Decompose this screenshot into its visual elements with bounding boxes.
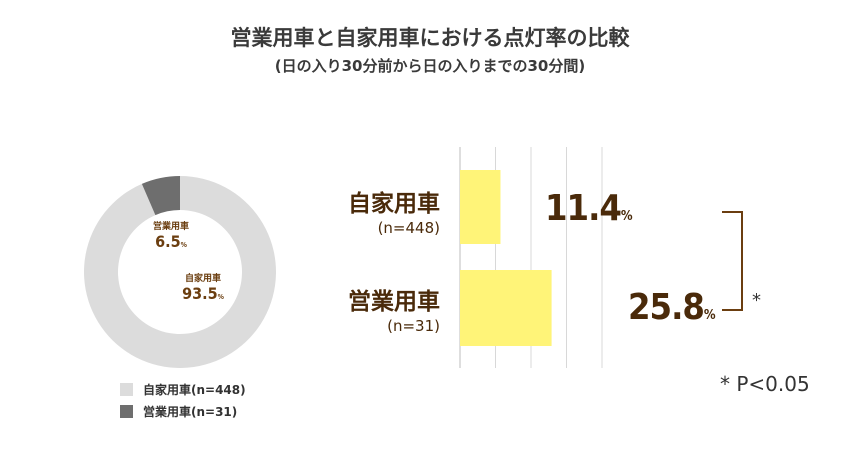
chart-title: 営業用車と自家用車における点灯率の比較 [230,26,630,50]
significance-marker: * [752,290,761,311]
bar-value-label-private: 11.4% [545,188,633,229]
donut-label-commercial-unit: % [180,241,187,249]
category-n-private: (n=448) [377,219,440,237]
donut-label-commercial-value: 6.5 [155,232,181,251]
donut-slice-private [83,176,276,368]
category-name-private: 自家用車 [348,191,440,217]
donut-label-private-value: 93.5 [182,284,218,303]
legend-swatch-commercial [120,405,133,418]
bar-private [460,170,501,244]
legend-item-commercial: 営業用車(n=31) [120,403,237,420]
category-name-commercial: 営業用車 [348,289,440,315]
legend-label-commercial: 営業用車(n=31) [143,405,238,419]
donut-label-private: 自家用車 93.5% [178,274,228,306]
donut-label-private-name: 自家用車 [184,274,221,284]
legend-item-private: 自家用車(n=448) [120,381,246,398]
bar-unit-commercial: % [703,308,716,323]
bar-value-commercial: 25.8 [628,287,705,328]
chart-subtitle: (日の入り30分前から日の入りまでの30分間) [274,57,586,75]
significance-bracket [722,211,743,311]
bar-unit-private: % [620,209,633,224]
donut-label-commercial-name: 営業用車 [152,222,189,232]
significance-note: * P<0.05 [720,372,810,396]
category-label-commercial: 営業用車 (n=31) [300,288,440,336]
legend-label-private: 自家用車(n=448) [143,383,246,397]
category-n-commercial: (n=31) [387,317,440,335]
bar-value-label-commercial: 25.8% [628,287,716,328]
category-label-private: 自家用車 (n=448) [300,190,440,238]
donut-chart [83,176,276,368]
bar-value-private: 11.4 [545,188,622,229]
donut-label-commercial: 営業用車 6.5% [146,222,196,254]
donut-label-private-unit: % [217,293,224,301]
donut-slice-commercial [141,176,180,216]
bar-commercial [460,270,552,346]
legend-swatch-private [120,383,133,396]
